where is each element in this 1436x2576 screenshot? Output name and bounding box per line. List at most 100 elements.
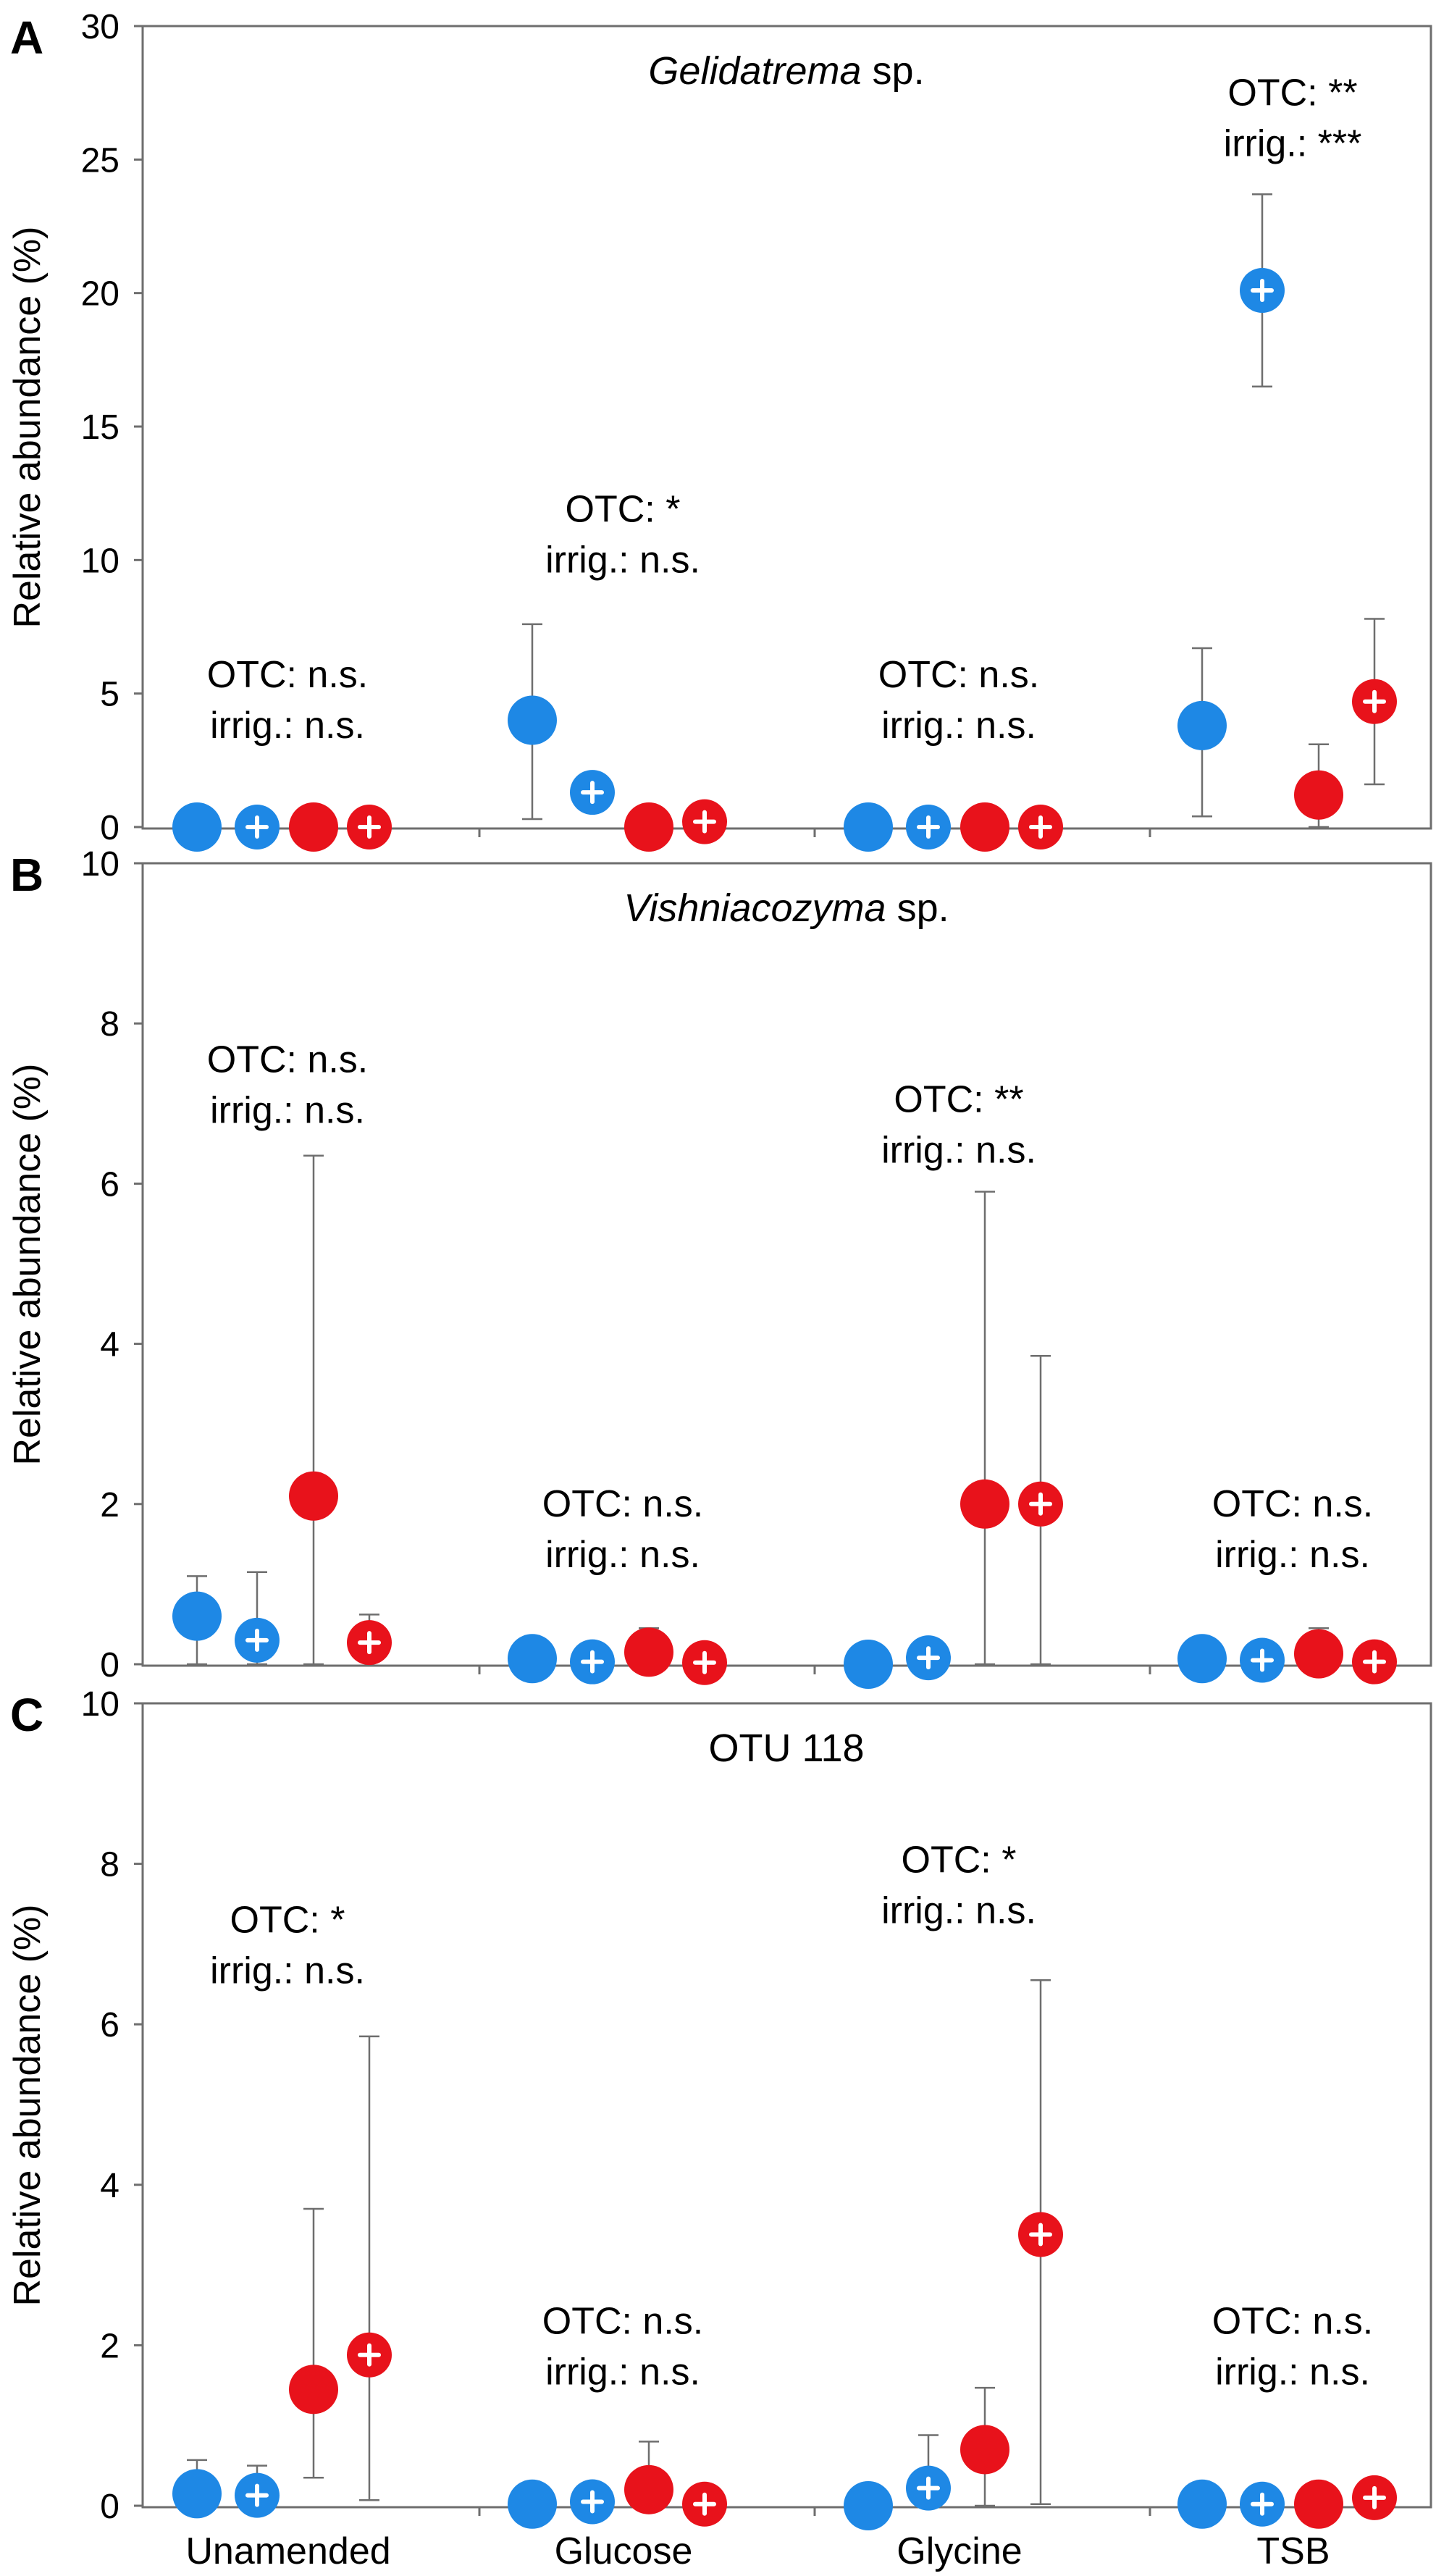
marker-plus-red (682, 1640, 727, 1685)
y-axis-title: Relative abundance (%) (7, 1064, 49, 1466)
panel-a: A 0 5 10 15 20 25 30 Relative abundance (%) Gelid… (7, 8, 1432, 852)
plot-frame (141, 862, 1432, 1667)
panel-title: Vishniacozyma sp. (623, 886, 949, 930)
marker-dot (624, 802, 673, 852)
panel-letter: B (10, 849, 43, 901)
marker-dot (1177, 700, 1227, 750)
marker-red (960, 802, 1009, 852)
marker-blue (508, 2479, 557, 2529)
annotation-otc: OTC: n.s. (207, 654, 368, 696)
marker-plus-red (1352, 1639, 1397, 1685)
panel-letter: C (10, 1689, 43, 1741)
marker-red (1294, 1629, 1343, 1679)
marker-dot (1294, 770, 1343, 820)
marker-red (289, 802, 338, 852)
y-tick-label: 6 (100, 2006, 119, 2044)
marker-plus-blue (1240, 267, 1285, 313)
annotation-irrig: irrig.: n.s. (881, 1130, 1036, 1172)
marker-dot (1294, 1629, 1343, 1679)
annotation-otc: OTC: n.s. (207, 1039, 368, 1081)
y-tick-label: 25 (81, 141, 119, 180)
marker-plus-blue (906, 1635, 951, 1681)
marker-dot (508, 1634, 557, 1684)
annotation-irrig: irrig.: n.s. (1215, 1534, 1370, 1576)
marker-dot (289, 802, 338, 852)
annotation-irrig: irrig.: n.s. (210, 1089, 365, 1131)
category-label: Glucose (555, 2530, 693, 2572)
y-tick-label: 0 (100, 809, 119, 847)
marker-plus-red (347, 1620, 392, 1666)
marker-plus-red (347, 805, 392, 849)
annotation-irrig: irrig.: n.s. (545, 1534, 700, 1576)
y-tick-label: 30 (81, 8, 119, 46)
annotation-irrig: irrig.: n.s. (1215, 2351, 1370, 2394)
panel-title-rest: sp. (886, 886, 949, 930)
marker-blue (508, 1634, 557, 1684)
marker-plus-blue (235, 1617, 280, 1663)
annotation-otc: OTC: ** (1227, 72, 1357, 114)
marker-dot (960, 802, 1009, 852)
y-axis-title: Relative abundance (%) (7, 227, 49, 629)
marker-red (1294, 770, 1343, 820)
annotation-otc: OTC: n.s. (542, 1483, 703, 1525)
marker-plus-blue (906, 2465, 951, 2511)
marker-plus-blue (570, 2479, 615, 2525)
annotation-irrig: irrig.: n.s. (881, 705, 1036, 747)
marker-dot (624, 1627, 673, 1677)
marker-plus-red (682, 2481, 727, 2527)
category-label: Unamended (185, 2530, 390, 2572)
marker-blue (1177, 1634, 1227, 1684)
panel-title-rest: OTU 118 (708, 1727, 864, 1770)
marker-blue (844, 802, 893, 852)
marker-red (289, 2365, 338, 2415)
annotation-irrig: irrig.: *** (1224, 122, 1362, 164)
plot-frame (141, 1702, 1432, 2509)
annotation-otc: OTC: n.s. (878, 654, 1039, 696)
marker-plus-blue (570, 770, 615, 815)
marker-dot (1177, 2479, 1227, 2529)
marker-plus-blue (1240, 2481, 1285, 2527)
y-tick-label: 10 (81, 542, 119, 580)
marker-dot (508, 2479, 557, 2529)
panel-c: C 0 2 4 6 8 10 Relative abundance (%) OTU 118 OTC… (7, 1685, 1432, 2530)
y-tick-label: 6 (100, 1165, 119, 1204)
marker-plus-red (1018, 1481, 1063, 1527)
marker-red (960, 2425, 1009, 2475)
marker-red (624, 802, 673, 852)
marker-dot (844, 1640, 893, 1689)
annotation-otc: OTC: * (230, 1900, 345, 1942)
y-tick-label: 0 (100, 1646, 119, 1685)
marker-dot (844, 802, 893, 852)
marker-blue (844, 2481, 893, 2530)
marker-plus-blue (235, 2472, 280, 2518)
marker-blue (172, 802, 222, 852)
annotation-irrig: irrig.: n.s. (545, 540, 700, 582)
marker-dot (844, 2481, 893, 2530)
category-label: Glycine (897, 2530, 1022, 2572)
marker-dot (960, 1479, 1009, 1529)
marker-plus-red (347, 2332, 392, 2378)
y-tick-label: 10 (81, 845, 119, 884)
panel-title-italic: Gelidatrema (648, 49, 861, 93)
panel-title-italic: Vishniacozyma (623, 886, 886, 930)
panel-title: Gelidatrema sp. (648, 49, 924, 93)
marker-dot (960, 2425, 1009, 2475)
marker-blue (844, 1640, 893, 1689)
marker-blue (508, 695, 557, 745)
y-tick-label: 8 (100, 1846, 119, 1884)
marker-dot (508, 695, 557, 745)
marker-red (289, 1471, 338, 1521)
annotation-otc: OTC: n.s. (542, 2301, 703, 2343)
annotation-irrig: irrig.: n.s. (545, 2351, 700, 2394)
marker-plus-red (1018, 805, 1063, 849)
marker-plus-red (1352, 2475, 1397, 2520)
marker-dot (1177, 1634, 1227, 1684)
marker-dot (172, 1591, 222, 1641)
marker-dot (1294, 2479, 1343, 2529)
panel-title-rest: sp. (862, 49, 925, 93)
marker-blue (172, 2469, 222, 2519)
annotation-otc: OTC: * (566, 489, 681, 531)
annotation-otc: OTC: ** (894, 1079, 1023, 1121)
y-tick-label: 5 (100, 676, 119, 714)
